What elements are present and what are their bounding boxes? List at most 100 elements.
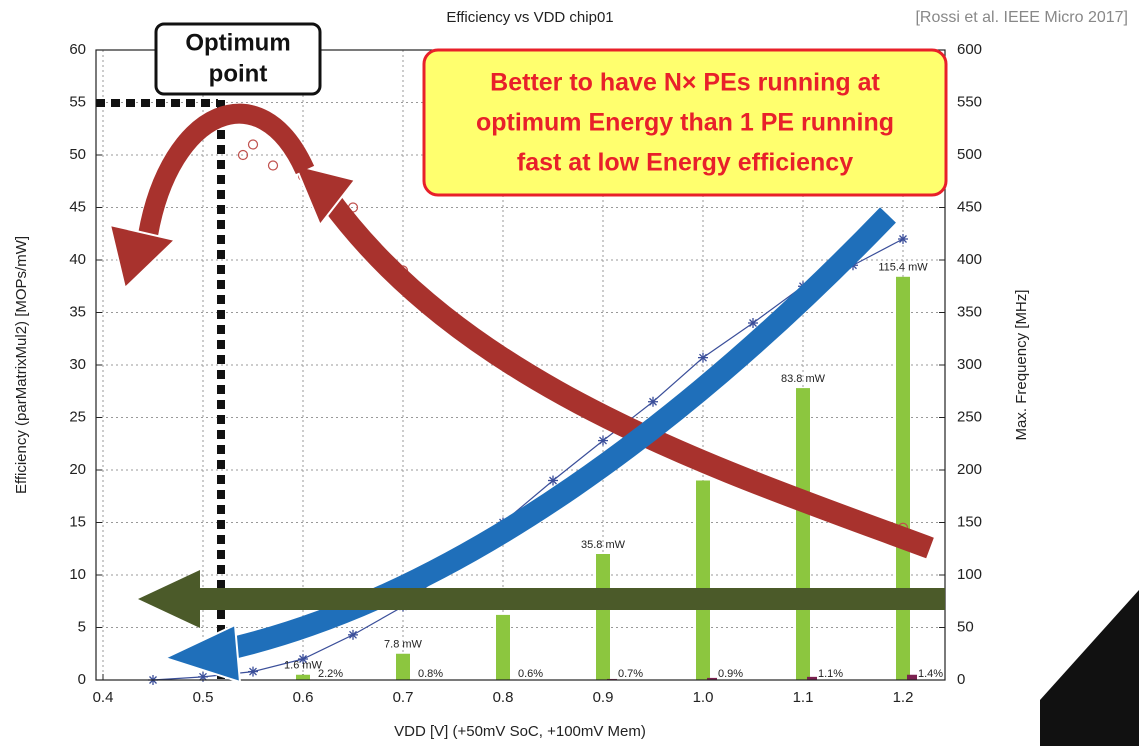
overlay-layer: Better to have N× PEs running at optimum… [96, 22, 1139, 746]
y-axis-label: Efficiency (parMatrixMul2) [MOPs/mW] [13, 236, 30, 494]
point [237, 149, 249, 161]
bar-label: 115.4 mW [878, 262, 928, 274]
share-label: 0.6% [518, 668, 543, 680]
optimum-box [154, 22, 322, 96]
star-stroke [199, 672, 207, 681]
arrow-head [138, 570, 200, 628]
bar-label: 7.8 mW [384, 639, 423, 651]
bar-label: 1.6 mW [284, 660, 323, 672]
star-stroke [899, 235, 907, 243]
star-stroke [549, 476, 557, 485]
bar [896, 276, 910, 680]
bar [796, 388, 810, 680]
y2-tick-label: 500 [957, 146, 982, 163]
y2-tick-label: 0 [957, 671, 965, 688]
bar [696, 480, 710, 680]
line [152, 238, 904, 681]
arrow [138, 103, 315, 237]
y-tick-label: 55 [69, 93, 86, 110]
share-label: 1.1% [818, 668, 843, 680]
slide-decoration [1040, 590, 1139, 746]
y-tick-label: 25 [69, 408, 86, 425]
star-stroke [749, 319, 757, 327]
y2-tick-label: 400 [957, 251, 982, 268]
y-tick-label: 30 [69, 356, 86, 373]
y-tick-label: 40 [69, 251, 86, 268]
y-tick-label: 50 [69, 146, 86, 163]
y2-tick-label: 250 [957, 408, 982, 425]
point [348, 629, 358, 640]
y2-tick-label: 450 [957, 198, 982, 215]
point [248, 666, 258, 677]
y2-tick-label: 50 [957, 618, 974, 635]
bar [596, 554, 610, 680]
bar [296, 674, 310, 680]
arrow-head [293, 163, 357, 227]
y-tick-label: 10 [69, 566, 86, 583]
star-stroke [599, 436, 607, 445]
star-stroke [249, 667, 257, 676]
point [898, 234, 908, 244]
bar [396, 653, 410, 680]
share-label: 0.8% [418, 668, 443, 680]
chart-title: Efficiency vs VDD chip01 [446, 9, 613, 26]
y2-axis-label: Max. Frequency [MHz] [1013, 290, 1030, 441]
callout-box [422, 48, 948, 197]
star-stroke [699, 353, 707, 362]
callout-text: fast at low Energy efficiency [517, 149, 853, 177]
bar [807, 676, 817, 680]
x-tick-label: 1.1 [793, 689, 814, 706]
point [748, 318, 758, 328]
y-tick-label: 20 [69, 461, 86, 478]
share-label: 0.7% [618, 668, 643, 680]
point [267, 160, 279, 171]
y2-tick-label: 150 [957, 513, 982, 530]
share-label: 0.9% [718, 668, 743, 680]
arrow [195, 588, 945, 610]
bar [907, 674, 917, 680]
x-axis-label: VDD [V] (+50mV SoC, +100mV Mem) [394, 723, 646, 740]
citation: [Rossi et al. IEEE Micro 2017] [915, 9, 1128, 26]
point [648, 396, 658, 407]
y-tick-label: 35 [69, 303, 86, 320]
x-tick-label: 1.0 [693, 689, 714, 706]
bar [496, 614, 510, 680]
point [548, 475, 558, 486]
callout-text: optimum Energy than 1 PE running [476, 109, 894, 137]
y2-tick-label: 300 [957, 356, 982, 373]
star-stroke [299, 655, 307, 663]
y2-tick-label: 600 [957, 41, 982, 58]
callout-text: Better to have N× PEs running at [490, 69, 880, 97]
star-stroke [349, 630, 357, 639]
x-tick-label: 0.8 [493, 689, 514, 706]
y-tick-label: 60 [69, 41, 86, 58]
x-tick-label: 1.2 [893, 689, 914, 706]
arrow [321, 193, 934, 559]
star-stroke [649, 397, 657, 406]
y2-tick-label: 100 [957, 566, 982, 583]
point [698, 352, 708, 363]
arrow-head [108, 223, 178, 290]
x-tick-label: 0.7 [393, 689, 414, 706]
optimum-text: Optimum [185, 29, 290, 56]
bar [707, 677, 717, 680]
bar-label: 35.8 mW [581, 539, 626, 551]
y-tick-label: 15 [69, 513, 86, 530]
share-label: 1.4% [918, 668, 943, 680]
y-tick-label: 45 [69, 198, 86, 215]
x-tick-label: 0.6 [293, 689, 314, 706]
point [598, 435, 608, 446]
y-tick-label: 5 [78, 618, 86, 635]
x-tick-label: 0.9 [593, 689, 614, 706]
x-tick-label: 0.4 [93, 689, 114, 706]
y2-tick-label: 200 [957, 461, 982, 478]
x-tick-label: 0.5 [193, 689, 214, 706]
y2-tick-label: 350 [957, 303, 982, 320]
arrow [212, 207, 896, 663]
point [247, 139, 259, 150]
bar-label: 83.8 mW [781, 373, 826, 385]
arrow-head [162, 623, 242, 684]
optimum-text: point [209, 60, 268, 87]
share-label: 2.2% [318, 668, 343, 680]
